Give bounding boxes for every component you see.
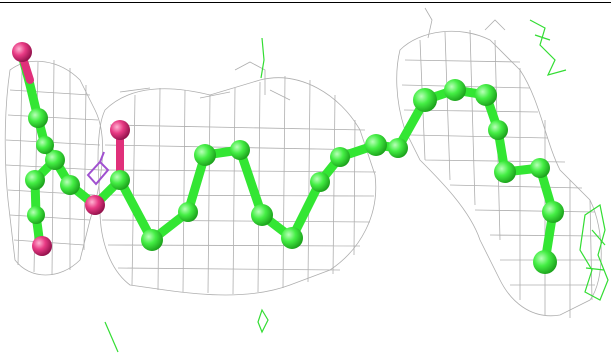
density-mesh-center-top xyxy=(119,61,291,101)
carbon-atom xyxy=(25,170,45,190)
green-density-right-edge xyxy=(579,204,609,301)
green-density-fragments xyxy=(104,19,609,353)
carbon-atom xyxy=(365,134,387,156)
density-mesh-center xyxy=(97,77,377,296)
top-rule xyxy=(0,2,611,3)
green-density-bottom-center xyxy=(257,308,269,334)
carbon-atom xyxy=(475,84,497,106)
carbon-atom xyxy=(488,120,508,140)
carbon-atom xyxy=(310,172,330,192)
carbon-atom xyxy=(530,158,550,178)
oxygen-atom xyxy=(32,236,52,256)
carbon-atom xyxy=(27,206,45,224)
oxygen-atoms xyxy=(12,42,130,256)
carbon-atom xyxy=(330,147,350,167)
carbon-atom xyxy=(388,138,408,158)
carbon-atom xyxy=(141,229,163,251)
carbon-atom xyxy=(413,88,437,112)
green-density-top-center xyxy=(260,37,265,79)
carbon-atom xyxy=(194,144,216,166)
carbon-atom xyxy=(36,136,54,154)
carbon-atom xyxy=(45,150,65,170)
linker-fragment xyxy=(86,151,110,186)
carbon-atom xyxy=(28,108,48,128)
green-density-top-right xyxy=(529,19,567,76)
density-mesh-right-top xyxy=(424,7,506,39)
carbon-atom xyxy=(444,79,466,101)
density-mesh-center-grid xyxy=(99,75,377,295)
carbon-atom xyxy=(494,161,516,183)
oxygen-atom xyxy=(110,120,130,140)
density-mesh-right xyxy=(396,30,602,317)
oxygen-atom xyxy=(12,42,32,62)
carbon-atom xyxy=(110,170,130,190)
carbon-atom xyxy=(281,227,303,249)
oxygen-atom xyxy=(85,195,105,215)
density-mesh xyxy=(4,7,602,318)
carbon-atoms xyxy=(25,79,564,274)
density-mesh-left xyxy=(4,60,104,276)
carbon-atom xyxy=(60,175,80,195)
green-density-bottom-left xyxy=(104,321,119,353)
carbon-atom xyxy=(230,140,250,160)
carbon-atom xyxy=(542,201,564,223)
linker xyxy=(86,151,110,186)
carbon-atom xyxy=(533,250,557,274)
carbon-atom xyxy=(178,202,198,222)
carbon-atom xyxy=(251,204,273,226)
